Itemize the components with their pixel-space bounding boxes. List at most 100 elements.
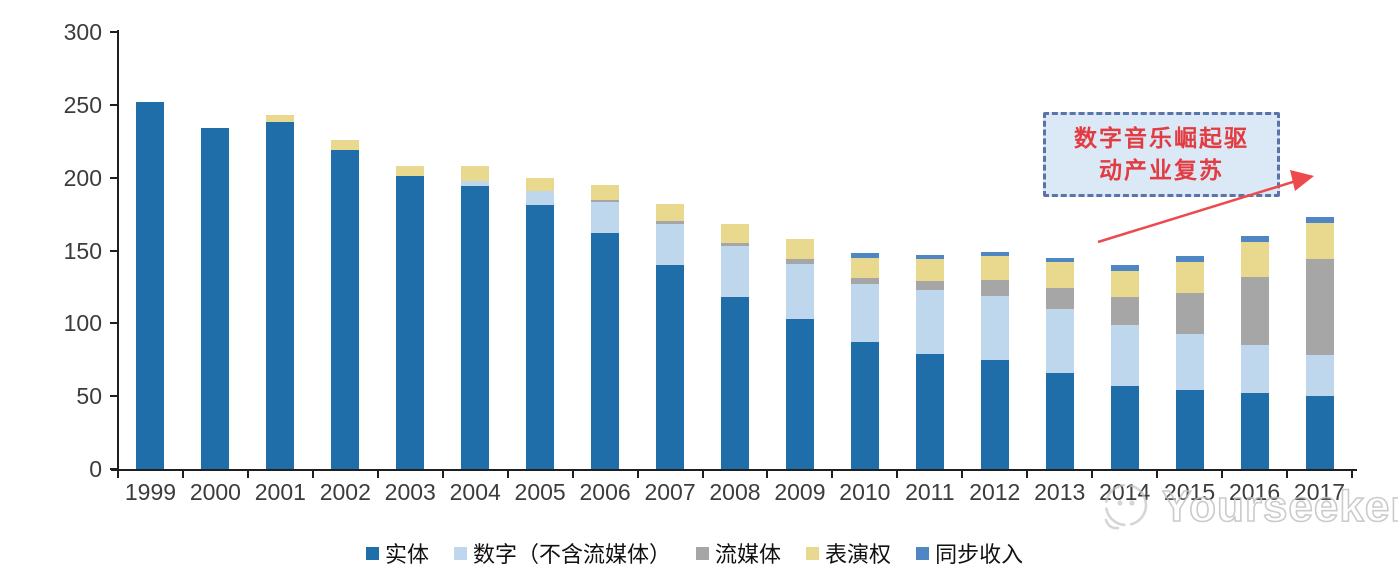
bar-segment-表演权 xyxy=(461,166,490,181)
bar-segment-实体 xyxy=(201,128,230,469)
bar-segment-同步收入 xyxy=(915,254,944,260)
bar-segment-实体 xyxy=(461,186,490,469)
bar-segment-流媒体 xyxy=(591,199,620,203)
bar-segment-实体 xyxy=(1110,385,1139,469)
y-tick-label: 150 xyxy=(63,237,102,264)
y-tick-label: 50 xyxy=(76,383,102,410)
x-axis-label-2003: 2003 xyxy=(384,479,436,505)
y-tick-label: 200 xyxy=(63,164,102,191)
y-tick-label: 300 xyxy=(63,19,102,45)
x-tick-mark xyxy=(117,470,119,478)
x-tick-mark xyxy=(961,470,964,478)
legend-swatch xyxy=(454,546,468,560)
bar-2000 xyxy=(201,128,230,469)
bar-segment-表演权 xyxy=(980,256,1009,280)
x-tick-mark xyxy=(1351,470,1353,478)
bar-segment-实体 xyxy=(656,265,685,469)
x-tick-mark xyxy=(1156,470,1159,478)
bar-segment-表演权 xyxy=(266,115,295,123)
bar-segment-实体 xyxy=(1305,396,1334,469)
bar-segment-数字（不含流媒体） xyxy=(1045,308,1074,373)
bar-2007 xyxy=(656,203,685,469)
x-tick-mark xyxy=(766,470,769,478)
bar-segment-表演权 xyxy=(331,139,360,150)
y-tick-mark xyxy=(110,322,118,325)
watermark: Yourseeker xyxy=(1096,478,1398,536)
bar-segment-数字（不含流媒体） xyxy=(915,289,944,354)
bar-segment-数字（不含流媒体） xyxy=(1110,324,1139,386)
bar-segment-数字（不含流媒体） xyxy=(721,246,749,298)
x-axis-label-2006: 2006 xyxy=(579,479,631,505)
bar-2011 xyxy=(915,254,944,469)
x-axis-label-2013: 2013 xyxy=(1034,479,1086,505)
bar-segment-同步收入 xyxy=(1110,265,1139,271)
bar-segment-表演权 xyxy=(656,203,685,222)
y-tick-mark xyxy=(110,31,118,33)
x-axis-label-2012: 2012 xyxy=(969,479,1021,505)
bar-segment-表演权 xyxy=(526,177,555,191)
x-tick-mark xyxy=(181,470,184,478)
bar-segment-表演权 xyxy=(1045,262,1074,289)
bar-segment-数字（不含流媒体） xyxy=(785,263,814,319)
bar-2012 xyxy=(980,251,1009,469)
x-axis-line xyxy=(111,469,1357,471)
bar-segment-实体 xyxy=(915,353,944,469)
y-tick-mark xyxy=(110,103,118,106)
x-axis-label-2017: 2017 xyxy=(1293,479,1346,505)
y-tick-label: 0 xyxy=(89,456,102,482)
bar-2016 xyxy=(1240,235,1269,469)
x-tick-mark xyxy=(1286,470,1289,478)
bar-segment-流媒体 xyxy=(1305,259,1334,356)
bar-segment-表演权 xyxy=(396,166,425,177)
bar-segment-实体 xyxy=(1175,390,1204,469)
bar-2010 xyxy=(850,253,879,469)
y-tick-label: 100 xyxy=(63,310,102,337)
x-axis-label-2007: 2007 xyxy=(644,479,696,505)
x-tick-mark xyxy=(896,470,899,478)
bar-2004 xyxy=(461,166,490,469)
bar-segment-实体 xyxy=(721,297,749,469)
legend-swatch xyxy=(696,546,710,560)
legend-label: 表演权 xyxy=(825,543,892,568)
legend-swatch xyxy=(366,546,379,560)
x-axis-label-2004: 2004 xyxy=(449,479,501,505)
annotation-line-1: 数字音乐崛起驱 xyxy=(1074,125,1249,152)
x-axis-label-2001: 2001 xyxy=(254,479,306,505)
y-tick-label: 250 xyxy=(63,91,102,118)
bar-segment-表演权 xyxy=(721,224,749,244)
bar-segment-同步收入 xyxy=(980,251,1009,257)
legend-swatch xyxy=(916,546,930,560)
bar-segment-实体 xyxy=(1045,372,1074,469)
legend-label: 数字（不含流媒体） xyxy=(473,543,672,568)
x-tick-mark xyxy=(1026,470,1029,478)
bar-segment-表演权 xyxy=(591,184,620,200)
bar-segment-数字（不含流媒体） xyxy=(1240,345,1269,394)
bar-segment-表演权 xyxy=(915,259,944,282)
x-tick-mark xyxy=(701,470,704,478)
bar-2017 xyxy=(1305,217,1334,469)
x-tick-mark xyxy=(246,470,249,478)
bar-segment-数字（不含流媒体） xyxy=(850,283,879,343)
y-tick-mark xyxy=(110,176,118,179)
bar-segment-同步收入 xyxy=(850,253,879,258)
yourseeker-logo-icon xyxy=(1104,483,1148,530)
bar-segment-表演权 xyxy=(1110,270,1139,298)
bar-1999 xyxy=(136,101,165,469)
bar-2013 xyxy=(1045,257,1074,469)
legend-item-同步收入: 同步收入 xyxy=(916,537,1023,569)
bar-segment-流媒体 xyxy=(1045,288,1074,309)
bar-2003 xyxy=(396,166,425,469)
x-tick-mark xyxy=(311,470,314,478)
bar-segment-流媒体 xyxy=(656,221,685,225)
bar-segment-实体 xyxy=(331,149,360,469)
bar-segment-实体 xyxy=(850,342,879,469)
x-axis-label-1999: 1999 xyxy=(124,479,177,505)
watermark-text: Yourseeker xyxy=(1161,481,1398,532)
legend-item-实体: 实体 xyxy=(366,537,429,569)
bar-segment-表演权 xyxy=(1175,262,1204,293)
bar-segment-实体 xyxy=(1240,393,1269,469)
bar-segment-实体 xyxy=(396,176,425,469)
y-tick-mark xyxy=(110,468,118,470)
annotation-callout: 数字音乐崛起驱 动产业复苏 xyxy=(1043,112,1280,197)
